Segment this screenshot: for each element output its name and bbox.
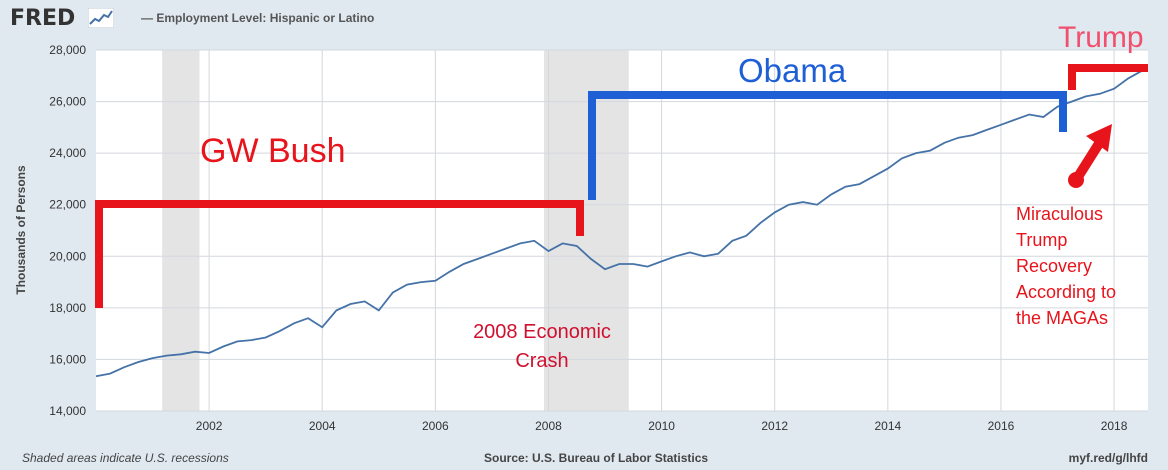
recession-band-1 xyxy=(543,50,629,411)
y-tick-label: 16,000 xyxy=(49,352,86,366)
magas-line4: According to xyxy=(1016,282,1116,302)
y-tick-label: 14,000 xyxy=(49,404,86,418)
crash-label-line1: 2008 Economic xyxy=(473,321,611,343)
crash-label-line2: Crash xyxy=(515,350,568,372)
source-note: Source: U.S. Bureau of Labor Statistics xyxy=(484,451,709,465)
y-tick-label: 22,000 xyxy=(49,198,86,212)
y-tick-label: 28,000 xyxy=(49,43,86,57)
y-tick-label: 18,000 xyxy=(49,301,86,315)
chart-header: FRED — Employment Level: Hispanic or Lat… xyxy=(0,0,1168,38)
fred-sparkline-icon xyxy=(88,8,114,28)
legend-label: — Employment Level: Hispanic or Latino xyxy=(141,11,375,25)
x-tick-labels: 2002 2004 2006 2008 2010 2012 2014 2016 2018 xyxy=(196,419,1128,433)
y-axis-label: Thousands of Persons xyxy=(14,165,28,295)
x-tick-label: 2012 xyxy=(761,419,788,433)
magas-line1: Miraculous xyxy=(1016,204,1103,224)
x-tick-label: 2002 xyxy=(196,419,223,433)
recovery-arrow-dot xyxy=(1068,172,1084,188)
recession-note: Shaded areas indicate U.S. recessions xyxy=(22,451,229,465)
gridlines xyxy=(96,49,1148,412)
bush-bracket xyxy=(95,200,584,308)
y-tick-labels: 14,000 16,000 18,000 20,000 22,000 24,000 26,0… xyxy=(49,43,86,418)
magas-line3: Recovery xyxy=(1016,256,1092,276)
y-tick-label: 20,000 xyxy=(49,249,86,263)
recovery-arrow-head xyxy=(1086,124,1112,152)
x-tick-label: 2016 xyxy=(988,419,1015,433)
x-tick-label: 2008 xyxy=(535,419,562,433)
x-tick-label: 2010 xyxy=(648,419,675,433)
x-tick-label: 2006 xyxy=(422,419,449,433)
y-tick-label: 24,000 xyxy=(49,146,86,160)
series-line xyxy=(95,69,1143,378)
short-url-link[interactable]: myf.red/g/lhfd xyxy=(1068,451,1148,465)
trump-bracket xyxy=(1068,64,1148,90)
recession-band-0 xyxy=(162,50,200,411)
fred-logo[interactable]: FRED xyxy=(10,6,76,31)
obama-bracket xyxy=(588,91,1067,200)
bush-label: GW Bush xyxy=(200,132,345,170)
x-tick-label: 2018 xyxy=(1101,419,1128,433)
magas-line2: Trump xyxy=(1016,230,1067,250)
y-tick-label: 26,000 xyxy=(49,95,86,109)
obama-label: Obama xyxy=(738,52,847,89)
trump-label: Trump xyxy=(1058,21,1144,54)
x-tick-label: 2004 xyxy=(309,419,336,433)
x-tick-label: 2014 xyxy=(874,419,901,433)
magas-line5: the MAGAs xyxy=(1016,308,1108,328)
recession-bands xyxy=(162,50,629,411)
